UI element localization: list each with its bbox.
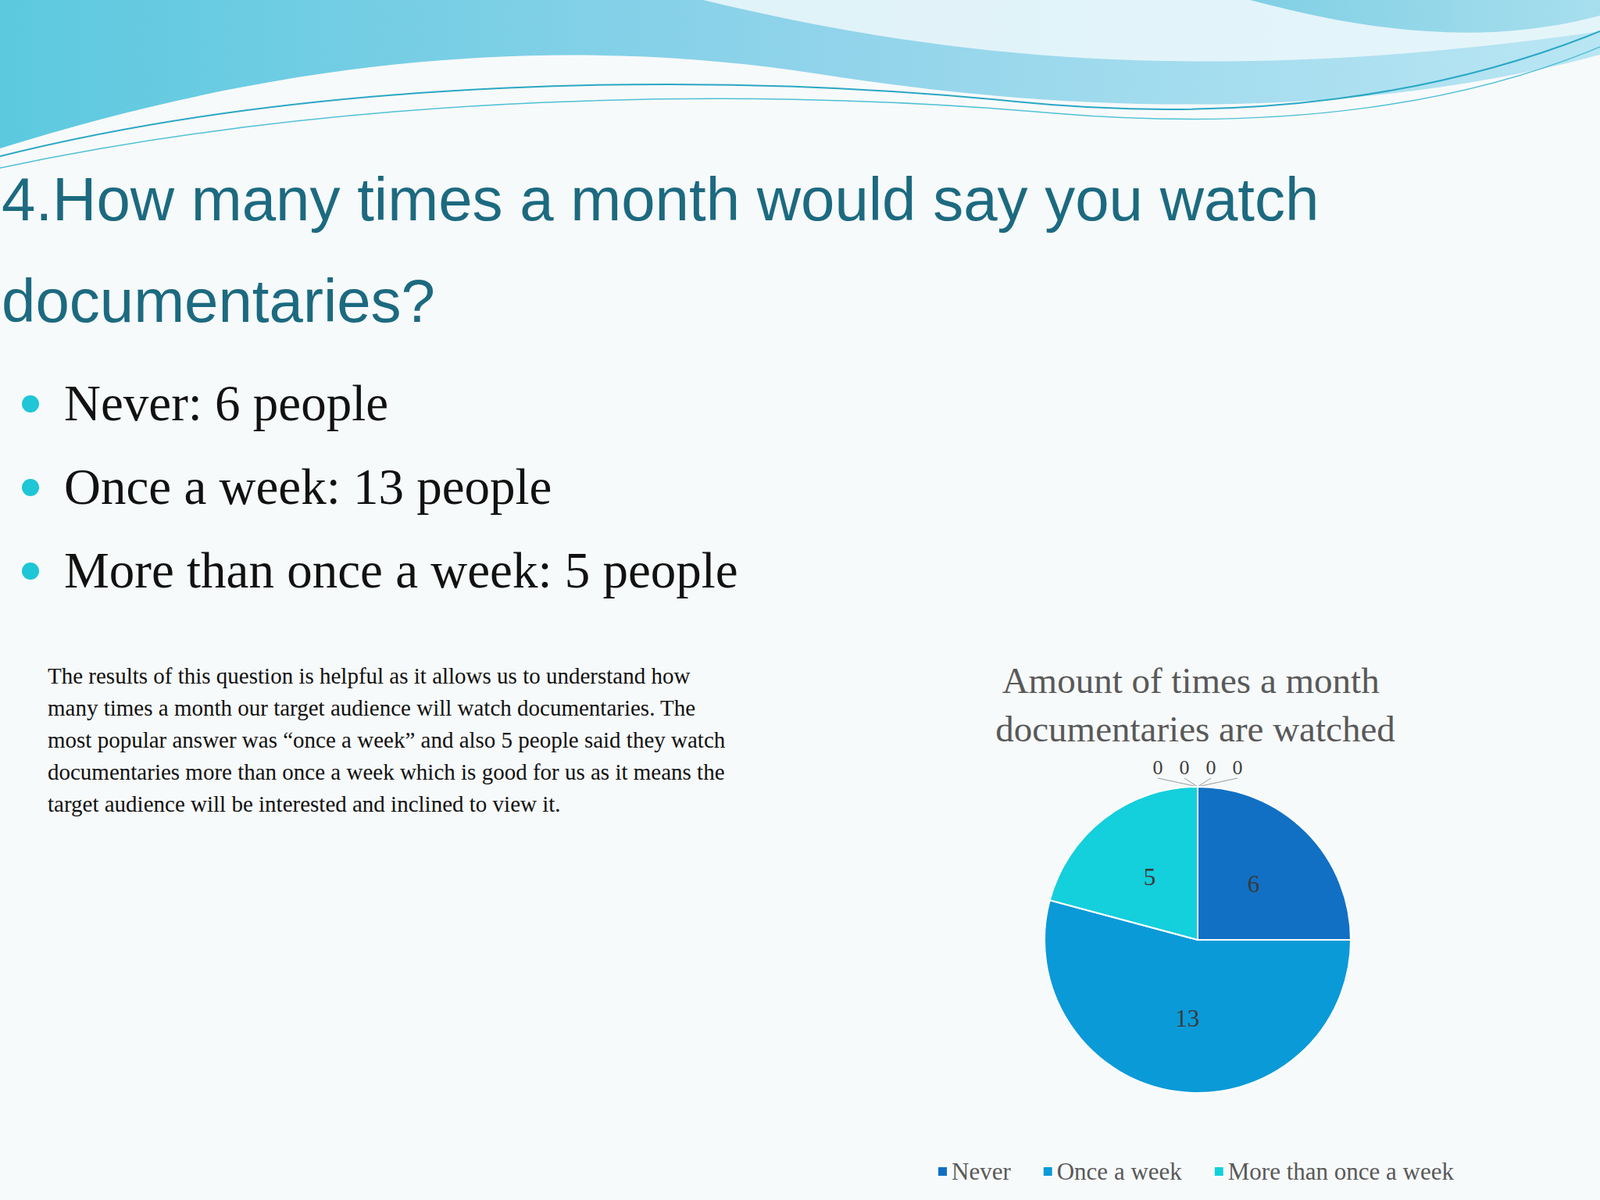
svg-text:documentaries are watched: documentaries are watched [995, 708, 1396, 750]
html-text:4.How many times a month would: 4.How many times a month would say you w… [1, 164, 1320, 336]
svg-text:0: 0 [1232, 756, 1243, 779]
svg-text:Never: Never [951, 1157, 1011, 1186]
svg-text:More than once a week: More than once a week [1228, 1157, 1455, 1186]
svg-text:13: 13 [1175, 1004, 1200, 1033]
svg-text:0: 0 [1153, 756, 1164, 779]
svg-text:Once a week: Once a week [1057, 1157, 1183, 1186]
svg-text:5: 5 [1143, 863, 1157, 891]
html-text:More than once a week: 5 peopl: More than once a week: 5 people [64, 542, 739, 599]
html-text:Once a week: 13 people: Once a week: 13 people [64, 458, 552, 515]
svg-text:6: 6 [1247, 870, 1261, 898]
html-text:Never: 6 people: Never: 6 people [64, 375, 389, 432]
html-text:The results of this question i: The results of this question is helpful … [47, 663, 726, 817]
svg-text:0: 0 [1206, 756, 1217, 779]
svg-text:0: 0 [1179, 756, 1190, 779]
svg-text:Amount of times a month: Amount of times a month [1002, 660, 1390, 701]
